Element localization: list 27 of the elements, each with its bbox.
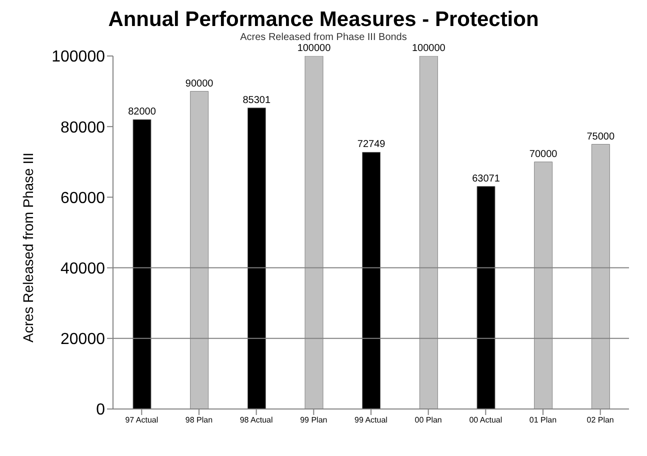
y-tick-label: 100000 xyxy=(52,48,106,66)
data-label: 90000 xyxy=(185,78,214,90)
x-tick-label: 01 Plan xyxy=(529,416,557,425)
x-tick-label: 97 Actual xyxy=(125,416,158,425)
x-tick-label: 00 Actual xyxy=(469,416,502,425)
x-tick-label: 98 Actual xyxy=(240,416,274,425)
y-axis-title: Acres Released from Phase III xyxy=(20,152,36,342)
chart-title: Annual Performance Measures - Protection xyxy=(107,8,540,32)
x-tick-label: 99 Plan xyxy=(300,416,328,425)
y-tick-label: 20000 xyxy=(60,331,106,348)
x-tick-label: 98 Plan xyxy=(185,416,213,425)
x-tick-label: 02 Plan xyxy=(586,416,614,425)
data-label: 85301 xyxy=(242,94,272,106)
data-label: 63071 xyxy=(472,173,500,184)
y-tick-label: 40000 xyxy=(60,260,106,278)
data-label: 82000 xyxy=(128,106,156,118)
data-label: 100000 xyxy=(412,43,446,54)
x-tick-label: 99 Actual xyxy=(354,416,388,425)
y-tick-label: 80000 xyxy=(60,119,106,136)
data-label: 75000 xyxy=(586,131,616,142)
x-tick-label: 00 Plan xyxy=(414,416,442,425)
data-label: 100000 xyxy=(297,43,332,54)
data-label: 72749 xyxy=(357,139,386,150)
chart-subtitle: Acres Released from Phase III Bonds xyxy=(239,32,408,44)
y-tick-label: 0 xyxy=(96,402,106,419)
y-tick-label: 60000 xyxy=(60,190,106,207)
data-label: 70000 xyxy=(529,148,558,160)
